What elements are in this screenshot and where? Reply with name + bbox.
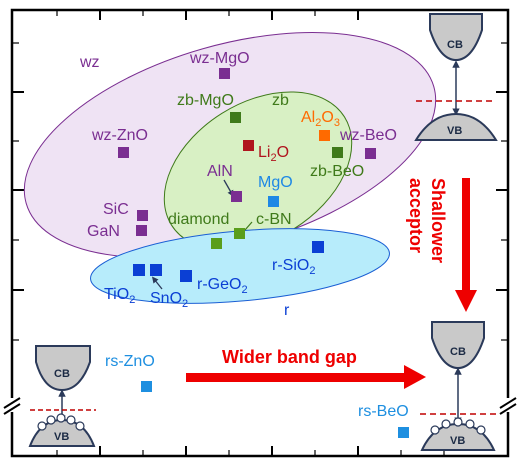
- cb-label-left: CB: [54, 368, 70, 380]
- marker-wz-zno: [118, 147, 129, 158]
- label-sno2: SnO2: [150, 290, 188, 310]
- label-wider-band-gap: Wider band gap: [222, 347, 357, 367]
- marker-rgeo2: [180, 270, 192, 282]
- marker-sno2: [150, 264, 162, 276]
- shallower-acceptor-arrow: [455, 178, 477, 312]
- marker-wz-beo: [365, 148, 376, 159]
- marker-rs-zno: [141, 381, 152, 392]
- band-diagram-bottom-left: CB VB: [28, 345, 96, 447]
- marker-li2o: [243, 140, 254, 151]
- group-label-zb: zb: [272, 92, 289, 109]
- label-tio2: TiO2: [104, 286, 135, 306]
- marker-gan: [136, 225, 147, 236]
- label-zb-beo: zb-BeO: [310, 163, 364, 180]
- label-acceptor: acceptor: [406, 178, 426, 253]
- label-wz-zno: wz-ZnO: [91, 127, 148, 144]
- label-wz-beo: wz-BeO: [339, 127, 397, 144]
- marker-rs-beo: [398, 427, 409, 438]
- axis-break-right: [498, 397, 517, 415]
- group-label-r: r: [284, 302, 290, 319]
- marker-al2o3: [319, 130, 330, 141]
- marker-zb-mgo: [230, 112, 241, 123]
- label-mgo: MgO: [258, 174, 293, 191]
- label-rs-zno: rs-ZnO: [105, 353, 155, 370]
- wider-band-gap-arrow: [186, 365, 426, 389]
- marker-wz-mgo: [219, 68, 230, 79]
- group-label-wz: wz: [79, 54, 100, 71]
- frame-ticks: [12, 10, 508, 456]
- vb-label-right: VB: [450, 435, 465, 447]
- label-sic: SiC: [103, 201, 129, 218]
- cbn-pointer: [244, 221, 253, 231]
- marker-tio2: [133, 264, 145, 276]
- label-diamond: diamond: [168, 211, 229, 228]
- band-diagram-bottom-right: CB VB: [420, 321, 500, 451]
- label-zb-mgo: zb-MgO: [177, 92, 234, 109]
- cb-label-right: CB: [450, 346, 466, 358]
- marker-zb-beo: [332, 147, 343, 158]
- marker-aln: [231, 191, 242, 202]
- label-li2o: Li2O: [258, 144, 289, 164]
- axis-break-left: [3, 397, 22, 415]
- vb-label-left: VB: [54, 431, 69, 443]
- label-rgeo2: r-GeO2: [197, 276, 248, 296]
- marker-rsio2: [312, 241, 324, 253]
- frame-minor-ticks: [12, 10, 508, 456]
- cb-label-top: CB: [447, 39, 463, 51]
- marker-sic: [137, 210, 148, 221]
- marker-cbn: [234, 228, 245, 239]
- label-gan: GaN: [87, 223, 120, 240]
- vb-label-top: VB: [447, 125, 462, 137]
- label-wz-mgo: wz-MgO: [189, 50, 250, 67]
- marker-mgo: [268, 196, 279, 207]
- sno2-pointer: [151, 276, 163, 290]
- label-rsio2: r-SiO2: [272, 257, 315, 277]
- label-al2o3: Al2O3: [301, 109, 340, 129]
- label-aln: AlN: [207, 163, 233, 180]
- label-rs-beo: rs-BeO: [358, 403, 409, 420]
- band-diagram-top-right: CB VB: [414, 13, 498, 141]
- marker-diamond: [211, 238, 222, 249]
- label-shallower: Shallower: [428, 178, 448, 263]
- aln-pointer: [223, 179, 234, 197]
- label-cbn: c-BN: [256, 211, 292, 228]
